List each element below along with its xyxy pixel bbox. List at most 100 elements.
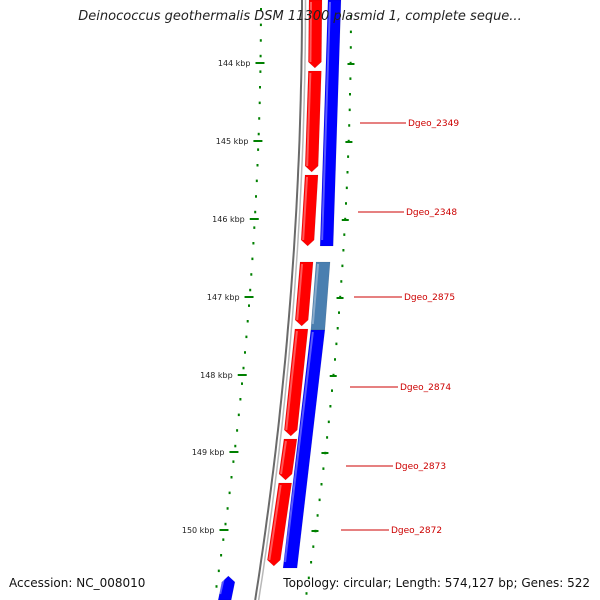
scale-dot (230, 476, 233, 479)
scale-dot (251, 257, 254, 261)
scale-dot (215, 585, 218, 588)
scale-dot (258, 101, 261, 105)
scale-dot (316, 514, 319, 517)
scale-dot (245, 335, 248, 339)
forward-gene-highlight (268, 484, 282, 561)
scale-dot (224, 522, 227, 526)
gene-label: Dgeo_2872 (391, 526, 442, 536)
forward-gene-highlight (309, 1, 312, 63)
gene-label: Dgeo_2349 (408, 119, 459, 129)
kbp-tick-label: 147 kbp (207, 293, 240, 302)
scale-dot (320, 483, 323, 486)
forward-gene (278, 438, 298, 481)
reverse-gene (319, 0, 342, 247)
scale-dot (310, 561, 313, 564)
kbp-tick-label: 150 kbp (182, 526, 215, 535)
forward-gene (304, 70, 322, 173)
scale-dot (259, 39, 262, 42)
scale-dot (305, 592, 308, 595)
scale-dot (340, 280, 343, 283)
scale-dot (331, 389, 333, 392)
scale-dot (334, 358, 336, 361)
scale-dot (345, 202, 347, 205)
scale-dot (249, 288, 252, 292)
scale-ticks: 144 kbp 145 kbp 146 kbp 147 kbp 148 kbp 149 k… (182, 59, 355, 535)
kbp-tick-label: 144 kbp (218, 59, 251, 68)
scale-dot (234, 444, 237, 448)
scale-dot (350, 15, 352, 18)
reverse-gene-highlight (321, 1, 331, 241)
forward-gene-highlight (306, 72, 312, 167)
scale-dot (257, 132, 260, 136)
scale-dot (232, 460, 235, 463)
scale-dot (338, 311, 340, 314)
reverse-gene-highlight (219, 577, 225, 595)
scale-dot (326, 436, 329, 439)
scale-dot (341, 264, 344, 268)
forward-gene-highlight (280, 440, 287, 475)
forward-gene (284, 328, 309, 437)
scale-dot (242, 366, 245, 370)
reverse-gene (217, 575, 236, 600)
kbp-tick-label: 148 kbp (200, 371, 233, 380)
accession-label: Accession: NC_008010 (9, 576, 146, 590)
scale-dot (248, 304, 250, 307)
scale-dot (254, 210, 257, 214)
scale-dot (260, 8, 262, 11)
scale-dot (256, 164, 259, 167)
scale-dot (329, 405, 332, 408)
gene-label: Dgeo_2348 (406, 208, 457, 218)
gene-label: Dgeo_2873 (395, 462, 446, 472)
forward-gene (267, 482, 292, 567)
gene-label: Dgeo_2875 (404, 293, 455, 303)
scale-dot (347, 155, 350, 158)
scale-dot (246, 320, 249, 323)
reverse-gene (282, 329, 326, 569)
scale-dot (346, 171, 349, 174)
gene-features (217, 0, 342, 600)
reverse-gene-highlighted-highlight (311, 263, 320, 325)
scale-dot (258, 117, 261, 120)
forward-gene-highlight (302, 176, 309, 241)
scale-dot (349, 77, 352, 80)
topology-label: Topology: circular; Length: 574,127 bp; … (283, 576, 590, 590)
scale-dot (217, 569, 220, 573)
reverse-gene-highlight (284, 331, 314, 563)
forward-gene (300, 174, 319, 247)
scale-dot (259, 54, 262, 58)
scale-dot (255, 179, 258, 183)
backbone-track (254, 0, 307, 600)
gene-label: Dgeo_2874 (400, 383, 451, 393)
scale-dot (322, 467, 325, 470)
kbp-tick-label: 145 kbp (216, 137, 249, 146)
backbone-line-outer (254, 0, 303, 600)
scale-dot (220, 554, 223, 557)
scale-dot (241, 382, 243, 385)
scale-dot (327, 420, 330, 424)
scale-dot (257, 148, 260, 151)
scale-dot (259, 70, 262, 73)
scale-dot (244, 351, 246, 354)
scale-dot (318, 498, 321, 502)
kbp-tick-label: 149 kbp (192, 448, 225, 457)
scale-dot (228, 491, 231, 495)
backbone-line-inner (257, 0, 307, 600)
scale-dot (253, 226, 256, 229)
scale-dot (259, 23, 262, 27)
scale-dot (259, 86, 261, 89)
scale-dot (349, 93, 351, 96)
forward-gene (308, 0, 323, 69)
scale-dot (226, 507, 229, 510)
scale-dot (348, 124, 351, 127)
scale-dot (349, 30, 352, 34)
kbp-tick-label: 146 kbp (212, 215, 245, 224)
forward-gene (294, 261, 314, 327)
scale-dot (336, 327, 339, 330)
scale-dot (342, 249, 345, 252)
scale-dot (343, 233, 346, 236)
scale-dot (252, 242, 255, 245)
scale-dot (239, 398, 242, 401)
scale-dot (349, 46, 352, 49)
scale-dot (237, 413, 240, 417)
scale-dot (250, 273, 253, 276)
